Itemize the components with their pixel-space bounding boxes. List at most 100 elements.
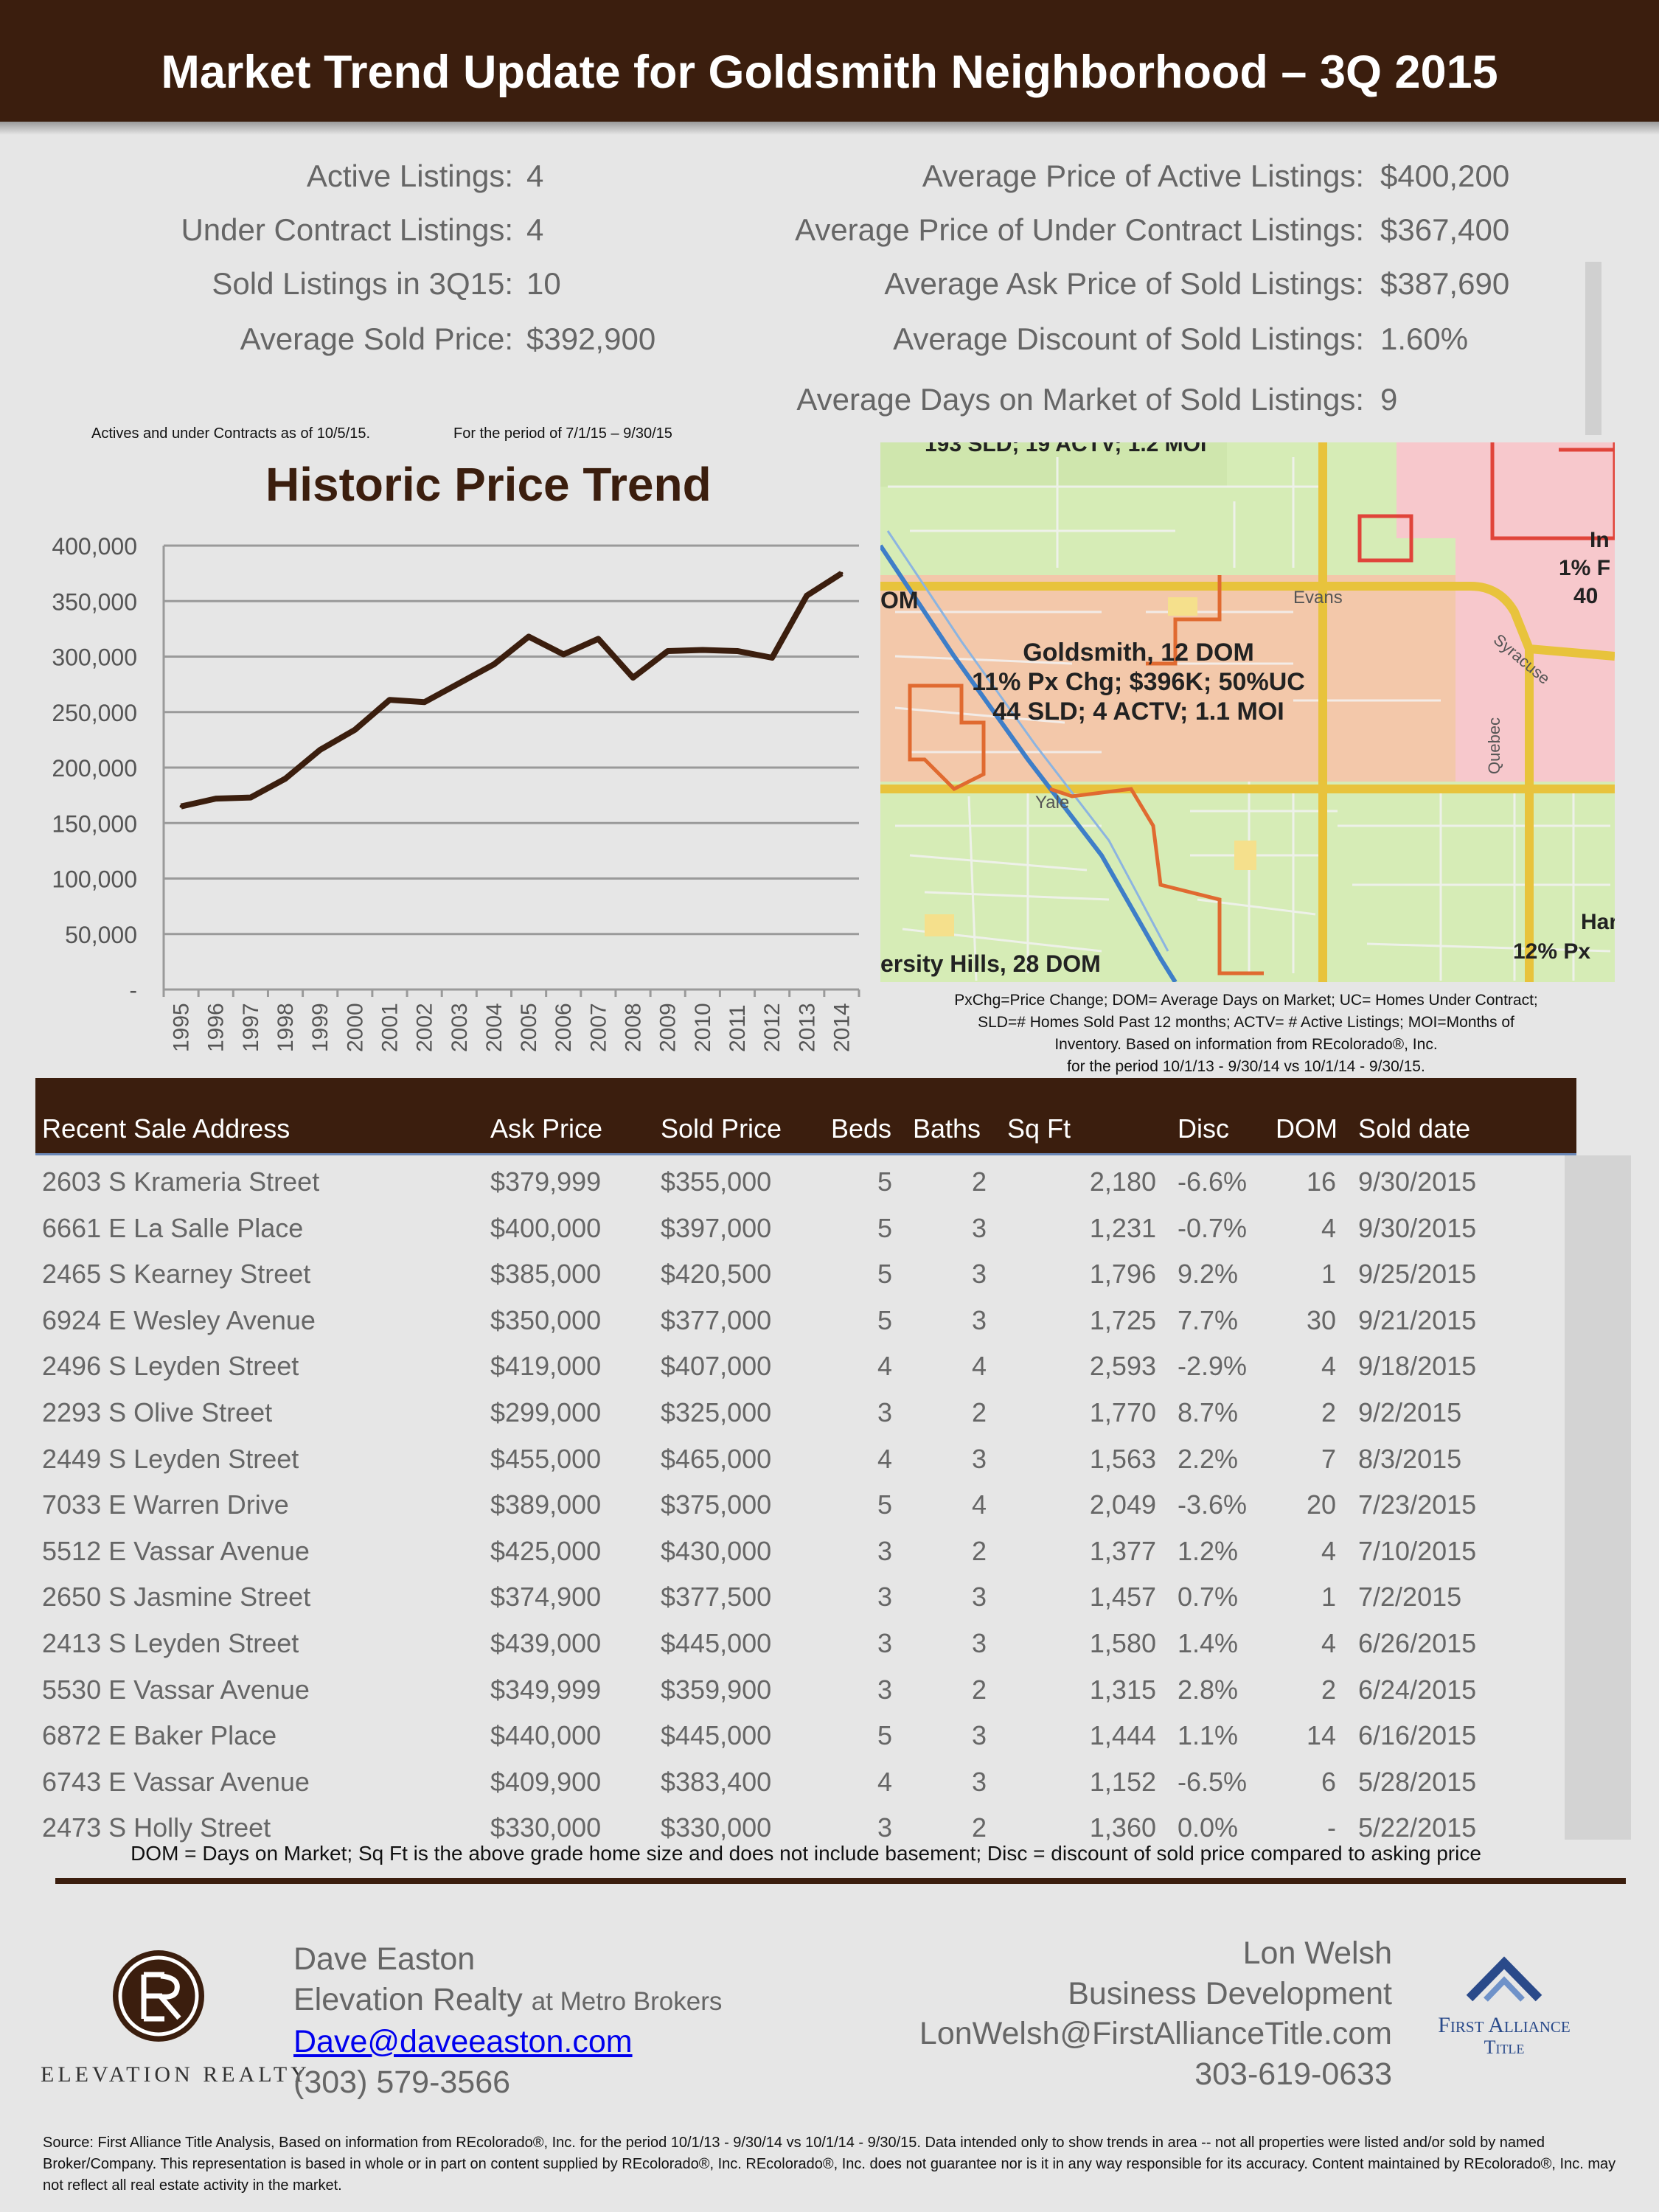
chart-x-tick-label: 1995 xyxy=(170,1003,194,1052)
stat-label-sold: Sold Listings in 3Q15: xyxy=(212,266,513,301)
chart-data-point xyxy=(771,656,774,660)
chart-x-tick-label: 2011 xyxy=(726,1004,750,1052)
table-cell: 20 xyxy=(1306,1489,1336,1520)
table-cell: 9/21/2015 xyxy=(1358,1304,1477,1335)
table-cell: $385,000 xyxy=(490,1259,602,1290)
table-cell: 2413 S Leyden Street xyxy=(42,1628,299,1658)
table-cell: 2465 S Kearney Street xyxy=(42,1259,311,1290)
chart-data-point xyxy=(631,676,635,680)
col-header-disc: Disc xyxy=(1178,1113,1229,1144)
chart-y-tick-label: 200,000 xyxy=(52,755,137,782)
stat-label-avg-discount: Average Discount of Sold Listings: xyxy=(893,321,1364,356)
table-cell: $330,000 xyxy=(661,1812,772,1843)
chart-data-point xyxy=(248,796,252,799)
table-cell: 5 xyxy=(877,1166,892,1197)
chart-data-point xyxy=(735,649,739,653)
table-cell: 6/26/2015 xyxy=(1358,1628,1477,1658)
note-as-of: Actives and under Contracts as of 10/5/1… xyxy=(91,425,370,442)
table-cell: $420,500 xyxy=(661,1259,772,1290)
table-cell: 4 xyxy=(877,1351,892,1382)
map-label-goldsmith-2: 11% Px Chg; $396K; 50%UC xyxy=(972,668,1305,696)
table-cell: 2 xyxy=(1321,1674,1336,1705)
table-cell: 3 xyxy=(877,1628,892,1658)
agent-company-suffix: at Metro Brokers xyxy=(531,1987,723,2016)
map-label-goldsmith-3: 44 SLD; 4 ACTV; 1.1 MOI xyxy=(992,698,1284,726)
map-label-1pct: 1% F xyxy=(1559,556,1610,580)
map-label-40: 40 xyxy=(1573,584,1598,608)
chart-data-point xyxy=(700,648,704,652)
table-cell: $439,000 xyxy=(490,1628,602,1658)
agent-company: Elevation Realty at Metro Brokers xyxy=(293,1982,722,2018)
stat-value-active: 4 xyxy=(526,159,544,193)
table-cell: 2.2% xyxy=(1178,1443,1239,1474)
stat-label-avg-active-price: Average Price of Active Listings: xyxy=(922,159,1364,193)
page-title: Market Trend Update for Goldsmith Neighb… xyxy=(161,46,1498,98)
table-cell: 3 xyxy=(971,1628,987,1658)
table-cell: 3 xyxy=(971,1720,987,1751)
chart-x-tick-label: 2010 xyxy=(691,1003,715,1052)
map-caption-line: for the period 10/1/13 - 9/30/14 vs 10/1… xyxy=(1067,1058,1425,1075)
table-cell: $355,000 xyxy=(661,1166,772,1197)
map-caption-line: PxChg=Price Change; DOM= Average Days on… xyxy=(954,992,1538,1009)
table-cell: 7/23/2015 xyxy=(1358,1489,1477,1520)
table-cell: 7 xyxy=(1321,1443,1336,1474)
table-cell: 5 xyxy=(877,1720,892,1751)
source-disclaimer: Source: First Alliance Title Analysis, B… xyxy=(43,2135,1616,2194)
stat-label-avg-sold: Average Sold Price: xyxy=(240,321,513,356)
table-cell: 2473 S Holly Street xyxy=(42,1812,271,1843)
chart-x-tick-label: 1996 xyxy=(204,1003,229,1052)
table-cell: 1.4% xyxy=(1178,1628,1239,1658)
table-cell: -2.9% xyxy=(1178,1351,1248,1382)
chart-x-tick-label: 2003 xyxy=(448,1003,472,1052)
table-cell: 0.7% xyxy=(1178,1582,1239,1613)
table-cell: 2293 S Olive Street xyxy=(42,1397,273,1427)
map-label-in: In xyxy=(1590,528,1610,552)
table-cell: 4 xyxy=(877,1443,892,1474)
table-cell: 2 xyxy=(971,1535,987,1566)
table-cell: $407,000 xyxy=(661,1351,772,1382)
table-cell: 1,796 xyxy=(1089,1259,1156,1290)
table-cell: $377,000 xyxy=(661,1304,772,1335)
chart-x-tick-label: 2000 xyxy=(343,1003,367,1052)
table-cell: 1,315 xyxy=(1089,1674,1156,1705)
chart-y-tick-label: 150,000 xyxy=(52,810,137,837)
agent-phone: (303) 579-3566 xyxy=(293,2065,511,2100)
table-cell: $430,000 xyxy=(661,1535,772,1566)
chart-y-tick-label: 400,000 xyxy=(52,533,137,560)
stat-value-avg-sold: $392,900 xyxy=(526,321,656,356)
table-cell: $465,000 xyxy=(661,1443,772,1474)
table-cell: $375,000 xyxy=(661,1489,772,1520)
table-cell: 9.2% xyxy=(1178,1259,1239,1290)
table-cell: 14 xyxy=(1306,1720,1336,1751)
agent-company-name: Elevation Realty xyxy=(293,1982,523,2017)
first-alliance-logo-line2: Title xyxy=(1484,2037,1525,2058)
table-cell: 3 xyxy=(971,1443,987,1474)
table-cell: 5 xyxy=(877,1259,892,1290)
agent-email-link[interactable]: Dave@daveeaston.com xyxy=(293,2024,633,2059)
table-cell: 2.8% xyxy=(1178,1674,1239,1705)
table-cell: 1,770 xyxy=(1089,1397,1156,1427)
table-cell: 9/30/2015 xyxy=(1358,1166,1477,1197)
table-cell: 1.1% xyxy=(1178,1720,1239,1751)
table-cell: 7/10/2015 xyxy=(1358,1535,1477,1566)
table-cell: 7.7% xyxy=(1178,1304,1239,1335)
agent-name: Dave Easton xyxy=(293,1941,476,1977)
table-cell: 5512 E Vassar Avenue xyxy=(42,1535,310,1566)
chart-x-tick-label: 1998 xyxy=(274,1003,298,1052)
table-cell: $397,000 xyxy=(661,1212,772,1243)
table-cell: 5 xyxy=(877,1304,892,1335)
table-cell: 5530 E Vassar Avenue xyxy=(42,1674,310,1705)
stat-label-avg-uc-price: Average Price of Under Contract Listings… xyxy=(795,212,1364,247)
table-cell: $440,000 xyxy=(490,1720,602,1751)
table-cell: $400,000 xyxy=(490,1212,602,1243)
chart-x-tick-label: 2006 xyxy=(552,1003,576,1052)
table-cell: 6924 E Wesley Avenue xyxy=(42,1304,316,1335)
table-cell: 1,360 xyxy=(1089,1812,1156,1843)
table-cell: 2 xyxy=(971,1674,987,1705)
table-cell: 1,377 xyxy=(1089,1535,1156,1566)
table-cell: 4 xyxy=(971,1351,987,1382)
table-cell: 9/18/2015 xyxy=(1358,1351,1477,1382)
table-cell: 9/2/2015 xyxy=(1358,1397,1462,1427)
chart-data-point xyxy=(805,594,809,597)
chart-x-tick-label: 1999 xyxy=(308,1003,333,1052)
